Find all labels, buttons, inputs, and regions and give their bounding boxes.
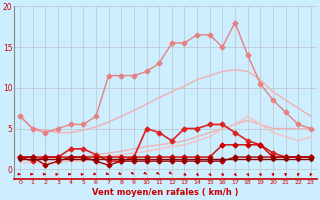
X-axis label: Vent moyen/en rafales ( km/h ): Vent moyen/en rafales ( km/h ) bbox=[92, 188, 239, 197]
